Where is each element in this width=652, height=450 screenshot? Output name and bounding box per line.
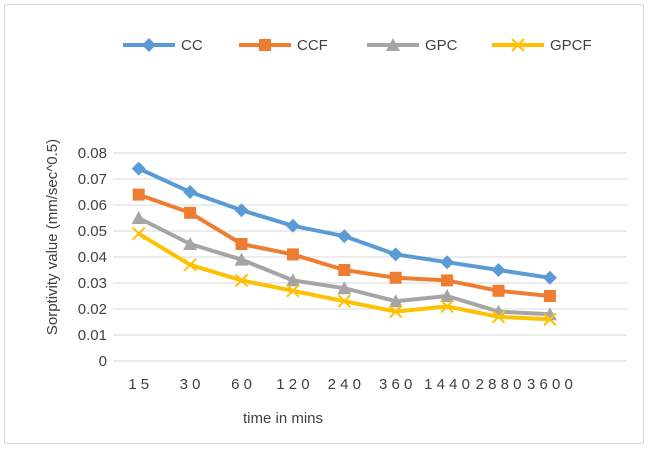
x-stroke <box>388 304 403 319</box>
series-cc <box>131 161 557 285</box>
legend-label: GPCF <box>550 37 592 54</box>
chart-frame: 0 0.01 0.02 0.03 0.04 0.05 0.06 0.07 0.08 1 5 3 0… <box>4 4 644 444</box>
data-point-triangle <box>183 237 198 250</box>
data-point-x <box>440 299 454 314</box>
y-tick-label: 0.01 <box>78 327 107 344</box>
x-stroke <box>491 310 506 324</box>
x-stroke <box>234 273 249 288</box>
legend-label: CCF <box>297 37 328 54</box>
legend-item-gpcf: GPCF <box>492 37 592 54</box>
data-point-diamond <box>542 270 557 285</box>
x-stroke <box>183 258 197 272</box>
x-tick-label: 3 6 0 <box>379 376 412 393</box>
x-tick-label: 1 2 0 <box>276 376 309 393</box>
data-point-square <box>132 188 145 201</box>
data-point-square <box>389 271 402 284</box>
series-gpc <box>131 211 557 321</box>
x-tick-label: 1 4 4 0 <box>424 376 470 393</box>
x-stroke <box>131 226 146 241</box>
data-point-diamond <box>142 38 156 52</box>
x-stroke <box>286 284 300 298</box>
data-point-triangle <box>388 294 403 308</box>
x-tick-label: 2 8 8 0 <box>476 376 522 393</box>
y-tick-label: 0.04 <box>78 249 107 266</box>
y-axis-title: Sorptivity value (mm/sec^0.5) <box>44 139 61 335</box>
gridlines <box>113 152 627 362</box>
series-group <box>131 161 557 327</box>
x-axis-title: time in mins <box>243 410 323 427</box>
y-tick-label: 0.05 <box>78 223 107 240</box>
x-stroke <box>440 299 454 314</box>
legend-item-ccf: CCF <box>239 37 328 54</box>
x-tick-label: 3 0 <box>180 376 201 393</box>
legend-label: CC <box>181 37 203 54</box>
y-tick-label: 0.03 <box>78 275 107 292</box>
data-point-triangle <box>386 38 400 51</box>
data-point-diamond <box>491 263 506 277</box>
data-point-x <box>491 310 506 324</box>
x-tick-label: 6 0 <box>231 376 252 393</box>
data-point-triangle <box>337 281 352 295</box>
data-point-diamond <box>234 203 249 218</box>
x-tick-labels: 1 5 3 0 6 0 1 2 0 2 4 0 3 6 0 1 4 4 0 2 8 8 0 3 … <box>128 376 573 393</box>
y-tick-label: 0.02 <box>78 301 107 318</box>
x-stroke <box>543 312 557 327</box>
data-point-diamond <box>388 247 403 262</box>
x-tick-label: 1 5 <box>128 376 149 393</box>
series-gpcf <box>131 226 557 327</box>
y-tick-label: 0.08 <box>78 145 107 162</box>
x-tick-label: 3 6 0 0 <box>527 376 573 393</box>
x-stroke <box>511 38 525 52</box>
data-point-square <box>259 39 271 51</box>
data-point-x <box>511 38 525 52</box>
legend-label: GPC <box>425 37 458 54</box>
data-point-triangle <box>131 211 146 224</box>
legend-item-cc: CC <box>123 37 203 54</box>
legend: CC CCF GPC GPCF <box>123 37 592 54</box>
data-point-square <box>235 238 248 250</box>
data-point-x <box>388 304 403 319</box>
data-point-diamond <box>337 229 352 244</box>
data-point-square <box>543 290 556 302</box>
y-tick-label: 0 <box>99 353 107 370</box>
y-tick-labels: 0 0.01 0.02 0.03 0.04 0.05 0.06 0.07 0.08 <box>78 145 107 370</box>
data-point-diamond <box>183 185 198 199</box>
data-point-diamond <box>440 255 455 270</box>
y-tick-label: 0.07 <box>78 171 107 188</box>
data-point-diamond <box>285 218 300 233</box>
data-point-square <box>184 206 197 219</box>
data-point-x <box>543 312 557 327</box>
data-point-triangle <box>234 252 249 266</box>
data-point-square <box>492 284 505 297</box>
data-point-diamond <box>131 161 146 176</box>
data-point-square <box>338 264 351 276</box>
data-point-x <box>131 226 146 241</box>
data-point-x <box>234 273 249 288</box>
data-point-square <box>441 274 454 287</box>
data-point-x <box>183 258 197 272</box>
data-point-x <box>337 294 352 308</box>
data-point-x <box>286 284 300 298</box>
legend-item-gpc: GPC <box>367 37 458 54</box>
series-line <box>137 166 551 280</box>
series-ccf <box>132 188 556 302</box>
line-chart: 0 0.01 0.02 0.03 0.04 0.05 0.06 0.07 0.08 1 5 3 0… <box>44 37 627 427</box>
data-point-triangle <box>285 273 300 287</box>
y-tick-label: 0.06 <box>78 197 107 214</box>
data-point-triangle <box>440 289 455 302</box>
x-tick-label: 2 4 0 <box>328 376 361 393</box>
x-stroke <box>337 294 352 308</box>
data-point-square <box>286 248 299 261</box>
